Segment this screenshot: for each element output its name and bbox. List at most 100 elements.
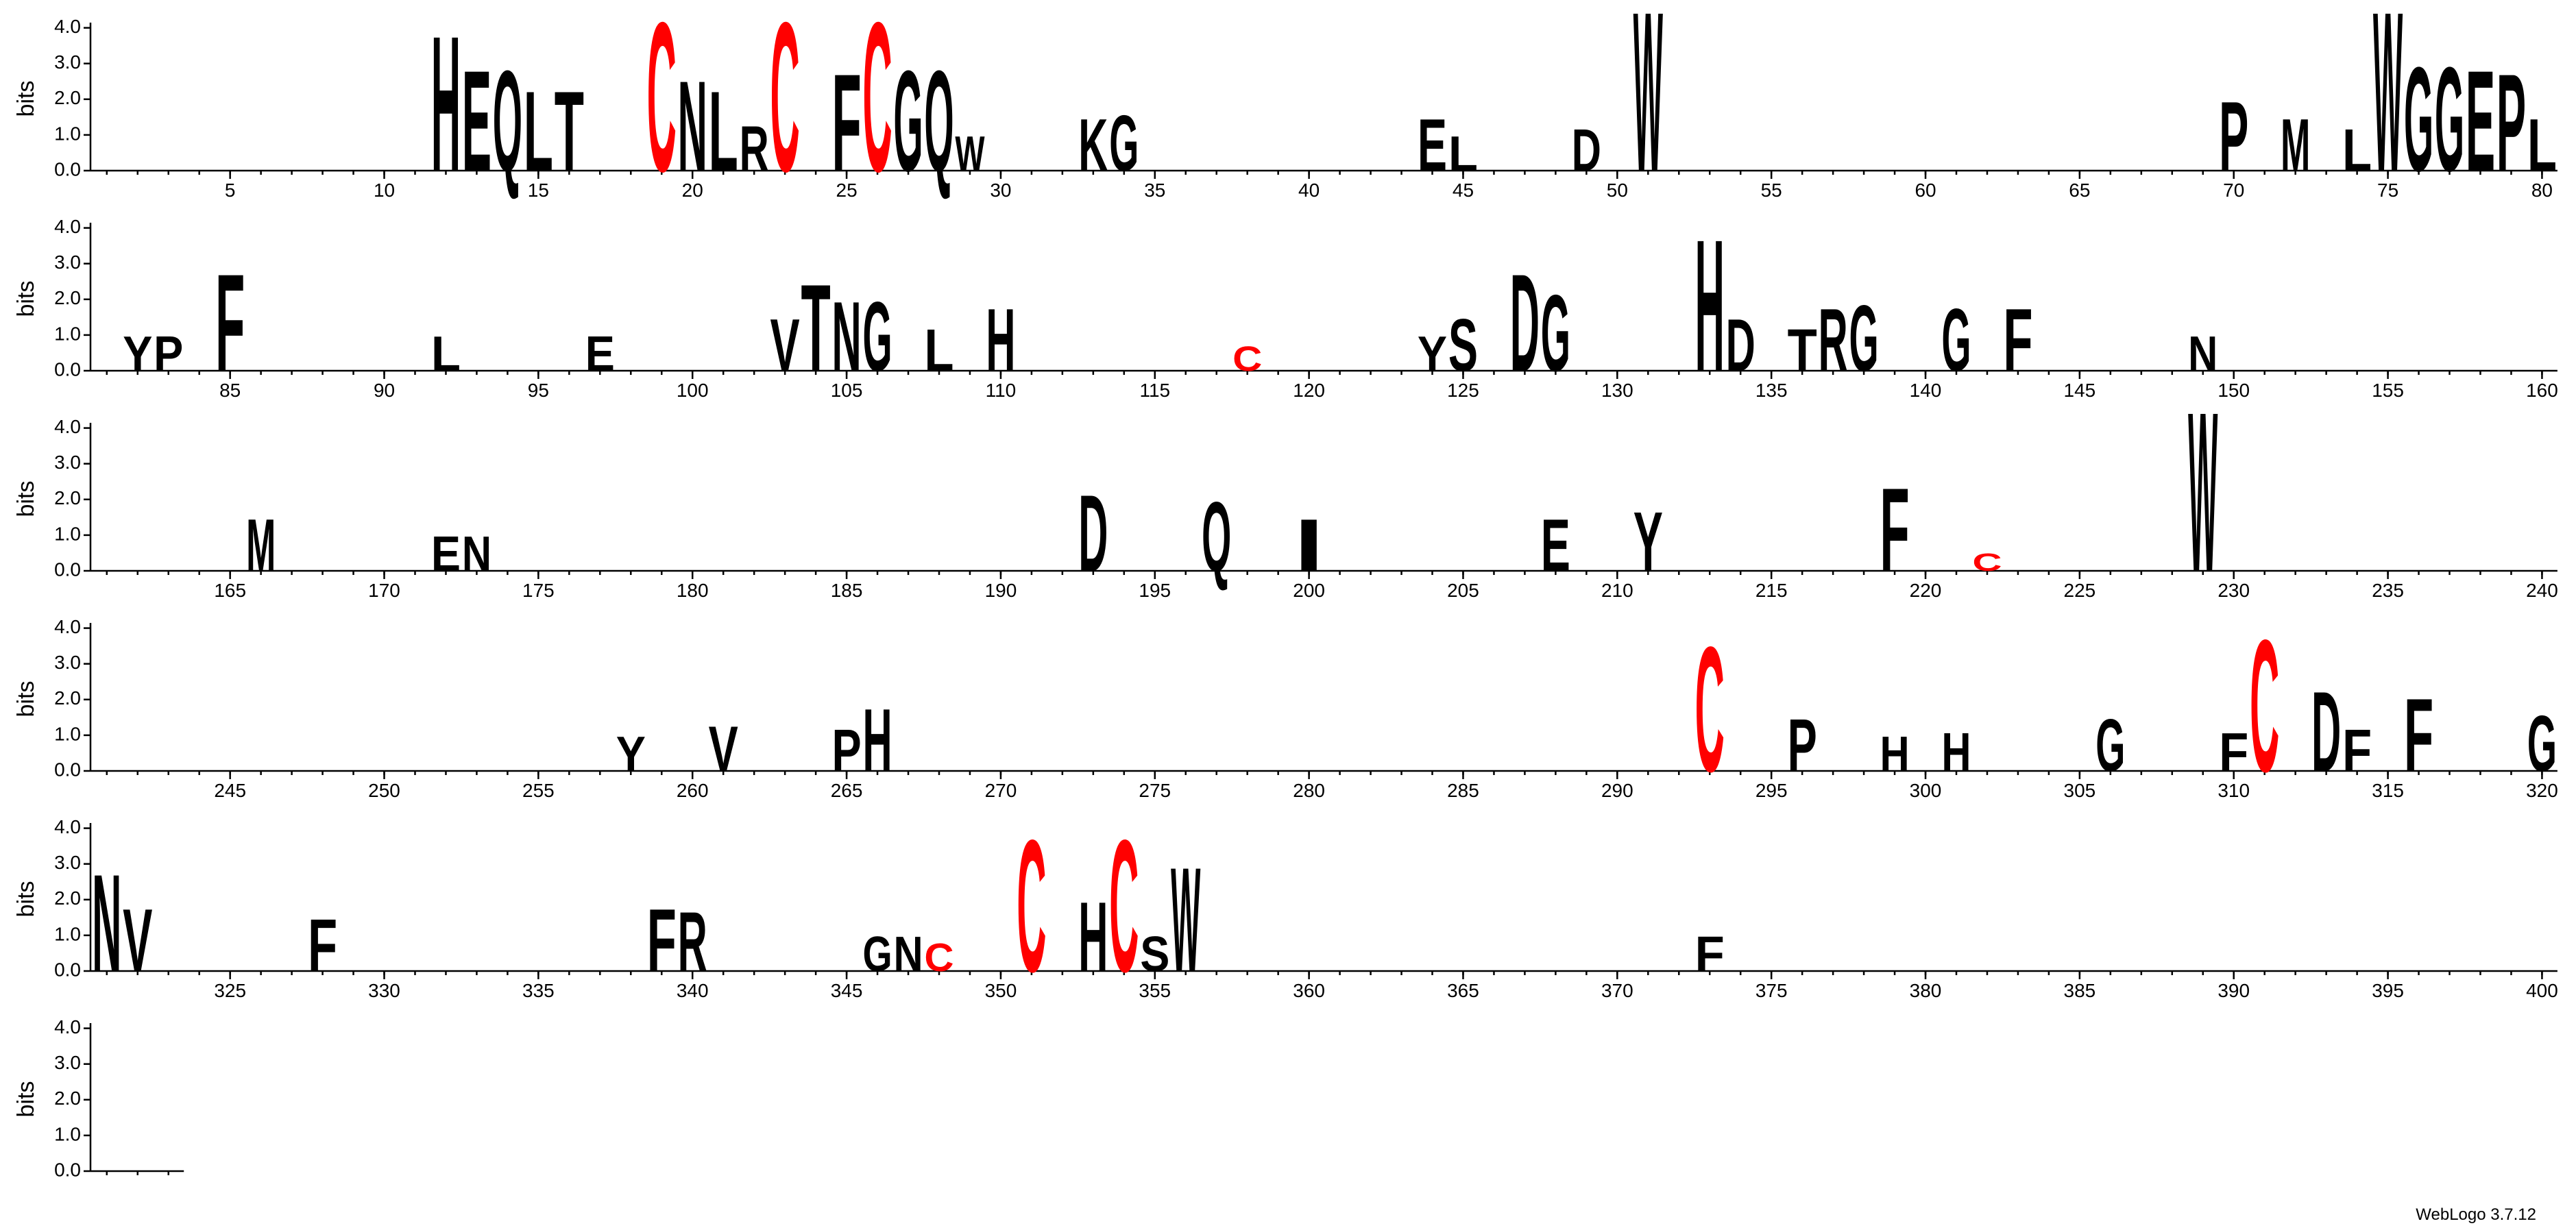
x-tick-label: 65 (2069, 180, 2090, 201)
logo-letter: R (740, 112, 769, 185)
logo-letter: G (2095, 704, 2125, 787)
x-tick-label: 330 (368, 980, 400, 1001)
logo-letter: G (2435, 37, 2464, 203)
logo-letter: D (1510, 246, 1540, 401)
logo-letter: G (2527, 700, 2557, 788)
logo-letter: G (1109, 100, 1139, 188)
y-tick-label: 4.0 (54, 816, 81, 837)
logo-letter: F (1695, 927, 1725, 983)
y-tick-label: 2.0 (54, 887, 81, 909)
x-tick-label: 80 (2531, 180, 2553, 201)
logo-letter: G (1941, 291, 1971, 391)
logo-letter: W (1633, 0, 1663, 219)
x-tick-label: 360 (1293, 980, 1325, 1001)
y-tick-label: 4.0 (54, 216, 81, 237)
x-tick-label: 180 (677, 580, 709, 601)
x-tick-label: 295 (1755, 780, 1788, 801)
logo-letter: K (1078, 103, 1108, 186)
x-tick-label: 60 (1915, 180, 1936, 201)
x-tick-label: 355 (1139, 980, 1171, 1001)
logo-letter: M (246, 504, 276, 587)
logo-letter: D (1078, 473, 1108, 595)
logo-letter: P (154, 327, 183, 382)
x-tick-label: 150 (2217, 380, 2250, 401)
x-tick-label: 190 (985, 580, 1017, 601)
x-tick-label: 340 (677, 980, 709, 1001)
logo-letter: H (862, 691, 892, 791)
logo-letter: G (1849, 286, 1879, 391)
logo-letter: D (1726, 304, 1755, 386)
logo-letter: F (2003, 291, 2032, 391)
y-tick-label: 1.0 (54, 523, 81, 544)
x-tick-label: 380 (1910, 980, 1942, 1001)
logo-letter: E (1418, 103, 1447, 186)
logo-letter: V (123, 891, 152, 991)
logo-letter: F (215, 246, 245, 401)
logo-letter: P (2496, 46, 2526, 201)
y-axis-label: bits (13, 281, 39, 317)
logo-letter: L (709, 69, 738, 195)
y-tick-label: 3.0 (54, 452, 81, 473)
logo-letter: P (1788, 704, 1817, 787)
logo-letter: M (2281, 103, 2310, 186)
logo-letter: W (1171, 837, 1200, 1003)
logo-letter: Q (493, 41, 522, 202)
logo-letter: V (709, 713, 738, 785)
y-tick-label: 1.0 (54, 923, 81, 944)
x-tick-label: 270 (985, 780, 1017, 801)
logo-letter: S (1140, 927, 1169, 983)
logo-letter: T (555, 69, 584, 195)
y-axis-label: bits (13, 1081, 39, 1118)
y-tick-label: 0.0 (54, 759, 81, 780)
logo-letter: T (1788, 317, 1817, 384)
x-tick-label: 220 (1910, 580, 1942, 601)
x-tick-label: 255 (522, 780, 555, 801)
logo-letter: C (1972, 548, 2002, 576)
y-axis-label: bits (13, 881, 39, 918)
x-tick-label: 375 (1755, 980, 1788, 1001)
logo-letter: H (986, 291, 1015, 391)
logo-letter: Q (1202, 482, 1231, 593)
logo-letter: T (801, 260, 831, 398)
logo-letter: Y (1418, 327, 1447, 382)
logo-letter: G (862, 927, 892, 983)
y-tick-label: 0.0 (54, 558, 81, 580)
x-tick-label: 140 (1910, 380, 1942, 401)
logo-letter: F (831, 46, 861, 201)
logo-letter: D (2311, 669, 2341, 796)
x-tick-label: 245 (214, 780, 246, 801)
logo-letter: Y (123, 327, 152, 382)
logo-letter: I (1294, 504, 1324, 587)
logo-letter: H (1880, 727, 1909, 783)
y-tick-label: 3.0 (54, 251, 81, 273)
x-tick-label: 305 (2064, 780, 2096, 801)
footer: WebLogo 3.7.12 (2416, 1205, 2536, 1224)
logo-letter: G (1541, 273, 1570, 395)
x-tick-label: 125 (1447, 380, 1479, 401)
logo-letter: C (1695, 610, 1725, 809)
x-tick-label: 300 (1910, 780, 1942, 801)
x-tick-label: 310 (2217, 780, 2250, 801)
x-tick-label: 285 (1447, 780, 1479, 801)
logo-letter: G (893, 41, 923, 202)
x-tick-label: 165 (214, 580, 246, 601)
x-tick-label: 240 (2526, 580, 2558, 601)
logo-letter: H (1695, 199, 1725, 410)
logo-letter: L (431, 327, 461, 382)
logo-letter: L (1448, 127, 1478, 182)
x-tick-label: 365 (1447, 980, 1479, 1001)
logo-letter: N (831, 282, 861, 393)
y-tick-label: 2.0 (54, 487, 81, 508)
logo-letter: L (524, 69, 553, 195)
x-tick-label: 265 (831, 780, 863, 801)
x-tick-label: 120 (1293, 380, 1325, 401)
logo-letter: N (92, 846, 121, 1001)
logo-letter: N (462, 527, 491, 582)
y-tick-label: 4.0 (54, 16, 81, 37)
logo-letter: G (2404, 37, 2433, 203)
y-tick-label: 2.0 (54, 687, 81, 709)
logo-letter: F (308, 904, 337, 987)
y-tick-label: 1.0 (54, 123, 81, 144)
y-tick-label: 3.0 (54, 51, 81, 73)
y-axis-label: bits (13, 81, 39, 117)
